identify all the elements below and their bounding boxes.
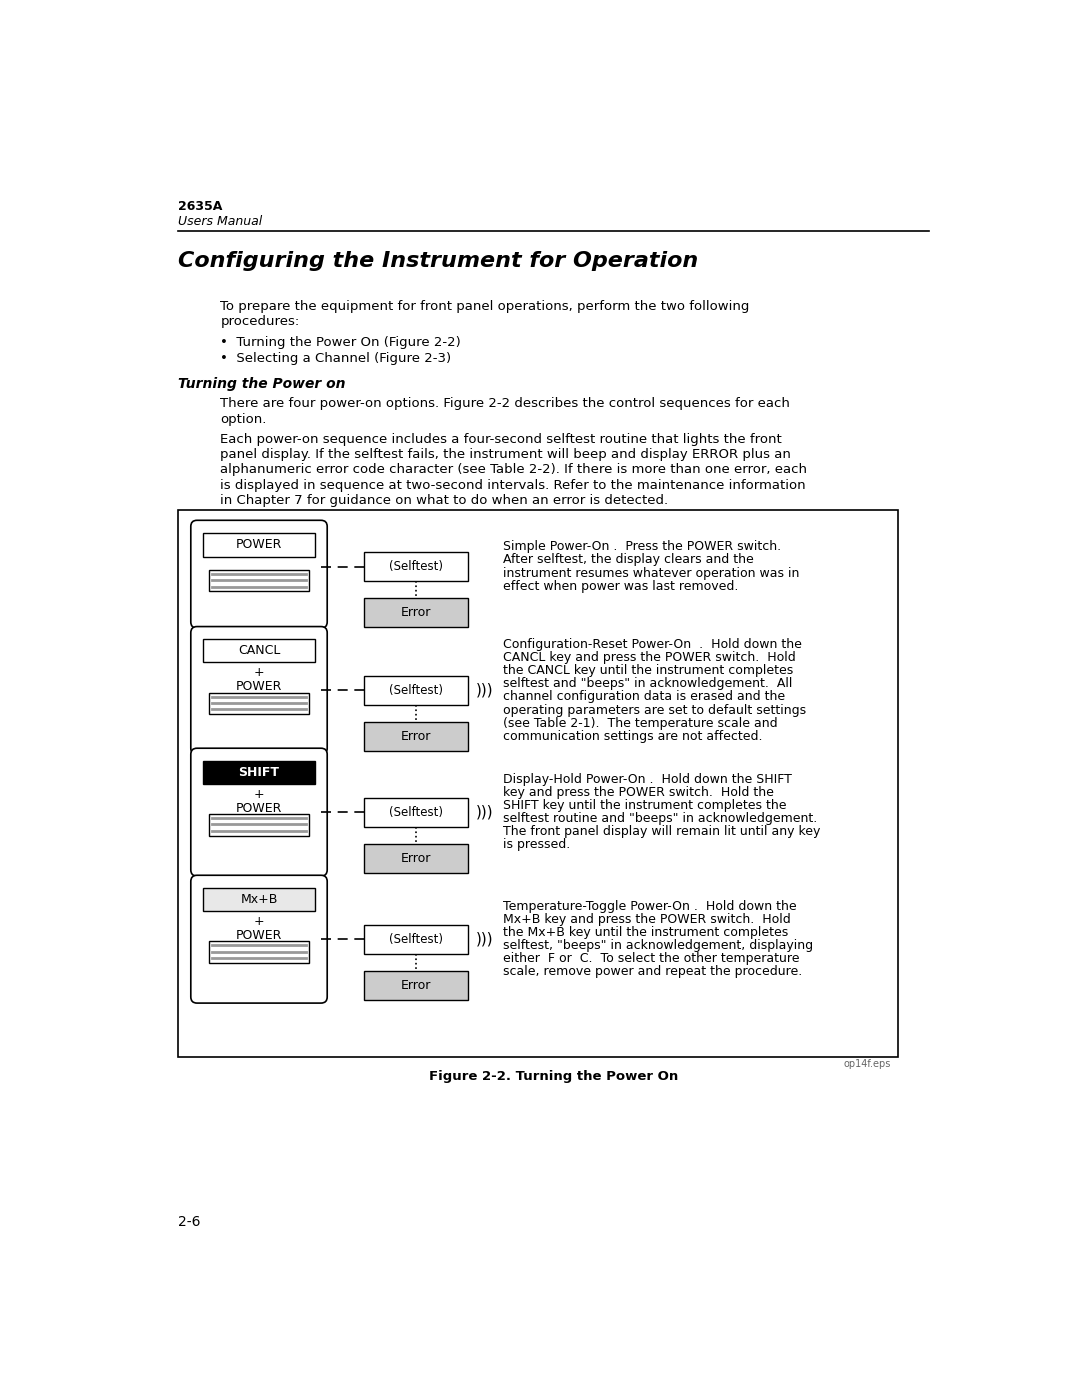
Text: communication settings are not affected.: communication settings are not affected.: [503, 729, 762, 743]
Text: op14f.eps: op14f.eps: [843, 1059, 891, 1069]
Text: ))): ))): [476, 805, 494, 820]
Text: procedures:: procedures:: [220, 316, 299, 328]
Bar: [364, 552, 469, 581]
Text: SHIFT key until the instrument completes the: SHIFT key until the instrument completes…: [503, 799, 786, 812]
Bar: [364, 722, 469, 752]
Bar: [203, 638, 314, 662]
Text: is displayed in sequence at two-second intervals. Refer to the maintenance infor: is displayed in sequence at two-second i…: [220, 479, 806, 492]
Text: Configuring the Instrument for Operation: Configuring the Instrument for Operation: [177, 251, 698, 271]
FancyBboxPatch shape: [191, 520, 327, 629]
Text: Mx+B: Mx+B: [241, 893, 278, 905]
Text: CANCL: CANCL: [238, 644, 280, 657]
Text: Simple Power-On .  Press the POWER switch.: Simple Power-On . Press the POWER switch…: [503, 541, 781, 553]
Bar: [364, 971, 469, 1000]
Bar: [208, 814, 309, 835]
Text: POWER: POWER: [235, 538, 282, 552]
Text: +: +: [254, 666, 265, 679]
Text: Each power-on sequence includes a four-second selftest routine that lights the f: Each power-on sequence includes a four-s…: [220, 433, 782, 446]
FancyBboxPatch shape: [191, 749, 327, 876]
Bar: [203, 760, 314, 784]
Text: ))): ))): [476, 683, 494, 698]
Text: There are four power-on options. Figure 2-2 describes the control sequences for : There are four power-on options. Figure …: [220, 397, 791, 411]
Text: POWER: POWER: [235, 929, 282, 942]
Bar: [203, 887, 314, 911]
Text: Error: Error: [401, 852, 431, 865]
Text: Temperature-Toggle Power-On .  Hold down the: Temperature-Toggle Power-On . Hold down …: [503, 900, 797, 912]
Bar: [364, 925, 469, 954]
Text: effect when power was last removed.: effect when power was last removed.: [503, 580, 739, 592]
Text: Figure 2-2. Turning the Power On: Figure 2-2. Turning the Power On: [429, 1070, 678, 1083]
Text: alphanumeric error code character (see Table 2-2). If there is more than one err: alphanumeric error code character (see T…: [220, 464, 807, 476]
Text: (Selftest): (Selftest): [389, 933, 443, 946]
Text: Configuration-Reset Power-On  .  Hold down the: Configuration-Reset Power-On . Hold down…: [503, 638, 802, 651]
Text: Error: Error: [401, 731, 431, 743]
Text: (Selftest): (Selftest): [389, 806, 443, 819]
Text: After selftest, the display clears and the: After selftest, the display clears and t…: [503, 553, 754, 566]
Bar: [208, 570, 309, 591]
Text: •  Selecting a Channel (Figure 2-3): • Selecting a Channel (Figure 2-3): [220, 352, 451, 366]
Text: Mx+B key and press the POWER switch.  Hold: Mx+B key and press the POWER switch. Hol…: [503, 914, 791, 926]
Text: SHIFT: SHIFT: [239, 766, 280, 778]
Text: +: +: [254, 788, 265, 800]
Text: selftest, "beeps" in acknowledgement, displaying: selftest, "beeps" in acknowledgement, di…: [503, 939, 813, 953]
Text: the Mx+B key until the instrument completes: the Mx+B key until the instrument comple…: [503, 926, 788, 939]
FancyBboxPatch shape: [191, 627, 327, 754]
Text: Error: Error: [401, 606, 431, 619]
Text: key and press the POWER switch.  Hold the: key and press the POWER switch. Hold the: [503, 787, 774, 799]
Text: CANCL key and press the POWER switch.  Hold: CANCL key and press the POWER switch. Ho…: [503, 651, 796, 664]
Text: operating parameters are set to default settings: operating parameters are set to default …: [503, 704, 807, 717]
Text: in Chapter 7 for guidance on what to do when an error is detected.: in Chapter 7 for guidance on what to do …: [220, 495, 669, 507]
Text: channel configuration data is erased and the: channel configuration data is erased and…: [503, 690, 785, 704]
Text: either  F or  C.  To select the other temperature: either F or C. To select the other tempe…: [503, 953, 799, 965]
Bar: [208, 693, 309, 714]
Text: Error: Error: [401, 979, 431, 992]
Text: +: +: [254, 915, 265, 928]
Bar: [364, 676, 469, 705]
Bar: [364, 844, 469, 873]
Text: (Selftest): (Selftest): [389, 685, 443, 697]
Text: Turning the Power on: Turning the Power on: [177, 377, 346, 391]
Text: selftest and "beeps" in acknowledgement.  All: selftest and "beeps" in acknowledgement.…: [503, 678, 793, 690]
Text: (see Table 2-1).  The temperature scale and: (see Table 2-1). The temperature scale a…: [503, 717, 778, 729]
Text: selftest routine and "beeps" in acknowledgement.: selftest routine and "beeps" in acknowle…: [503, 812, 818, 826]
Text: Users Manual: Users Manual: [177, 215, 261, 228]
Bar: [203, 532, 314, 557]
Text: (Selftest): (Selftest): [389, 560, 443, 573]
Bar: [364, 598, 469, 627]
Text: 2-6: 2-6: [177, 1215, 200, 1229]
Bar: [177, 510, 899, 1058]
Text: The front panel display will remain lit until any key: The front panel display will remain lit …: [503, 826, 821, 838]
Text: ))): ))): [476, 932, 494, 947]
Text: POWER: POWER: [235, 680, 282, 693]
Text: the CANCL key until the instrument completes: the CANCL key until the instrument compl…: [503, 665, 794, 678]
Text: To prepare the equipment for front panel operations, perform the two following: To prepare the equipment for front panel…: [220, 300, 750, 313]
FancyBboxPatch shape: [191, 876, 327, 1003]
Bar: [364, 798, 469, 827]
Text: option.: option.: [220, 412, 267, 426]
Text: scale, remove power and repeat the procedure.: scale, remove power and repeat the proce…: [503, 965, 802, 978]
Text: •  Turning the Power On (Figure 2-2): • Turning the Power On (Figure 2-2): [220, 335, 461, 348]
Text: Display-Hold Power-On .  Hold down the SHIFT: Display-Hold Power-On . Hold down the SH…: [503, 773, 792, 787]
Text: panel display. If the selftest fails, the instrument will beep and display ERROR: panel display. If the selftest fails, th…: [220, 448, 792, 461]
Bar: [208, 942, 309, 963]
Text: POWER: POWER: [235, 802, 282, 814]
Text: 2635A: 2635A: [177, 200, 222, 212]
Text: is pressed.: is pressed.: [503, 838, 570, 851]
Text: instrument resumes whatever operation was in: instrument resumes whatever operation wa…: [503, 567, 799, 580]
